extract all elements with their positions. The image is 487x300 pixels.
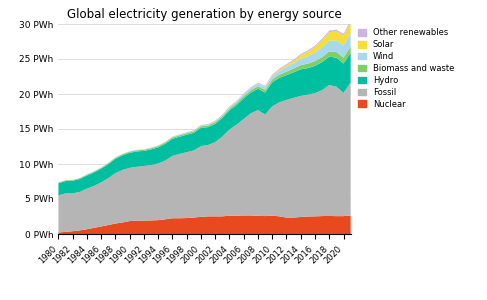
Legend: Other renewables, Solar, Wind, Biomass and waste, Hydro, Fossil, Nuclear: Other renewables, Solar, Wind, Biomass a… [358,28,454,109]
Title: Global electricity generation by energy source: Global electricity generation by energy … [67,8,342,21]
